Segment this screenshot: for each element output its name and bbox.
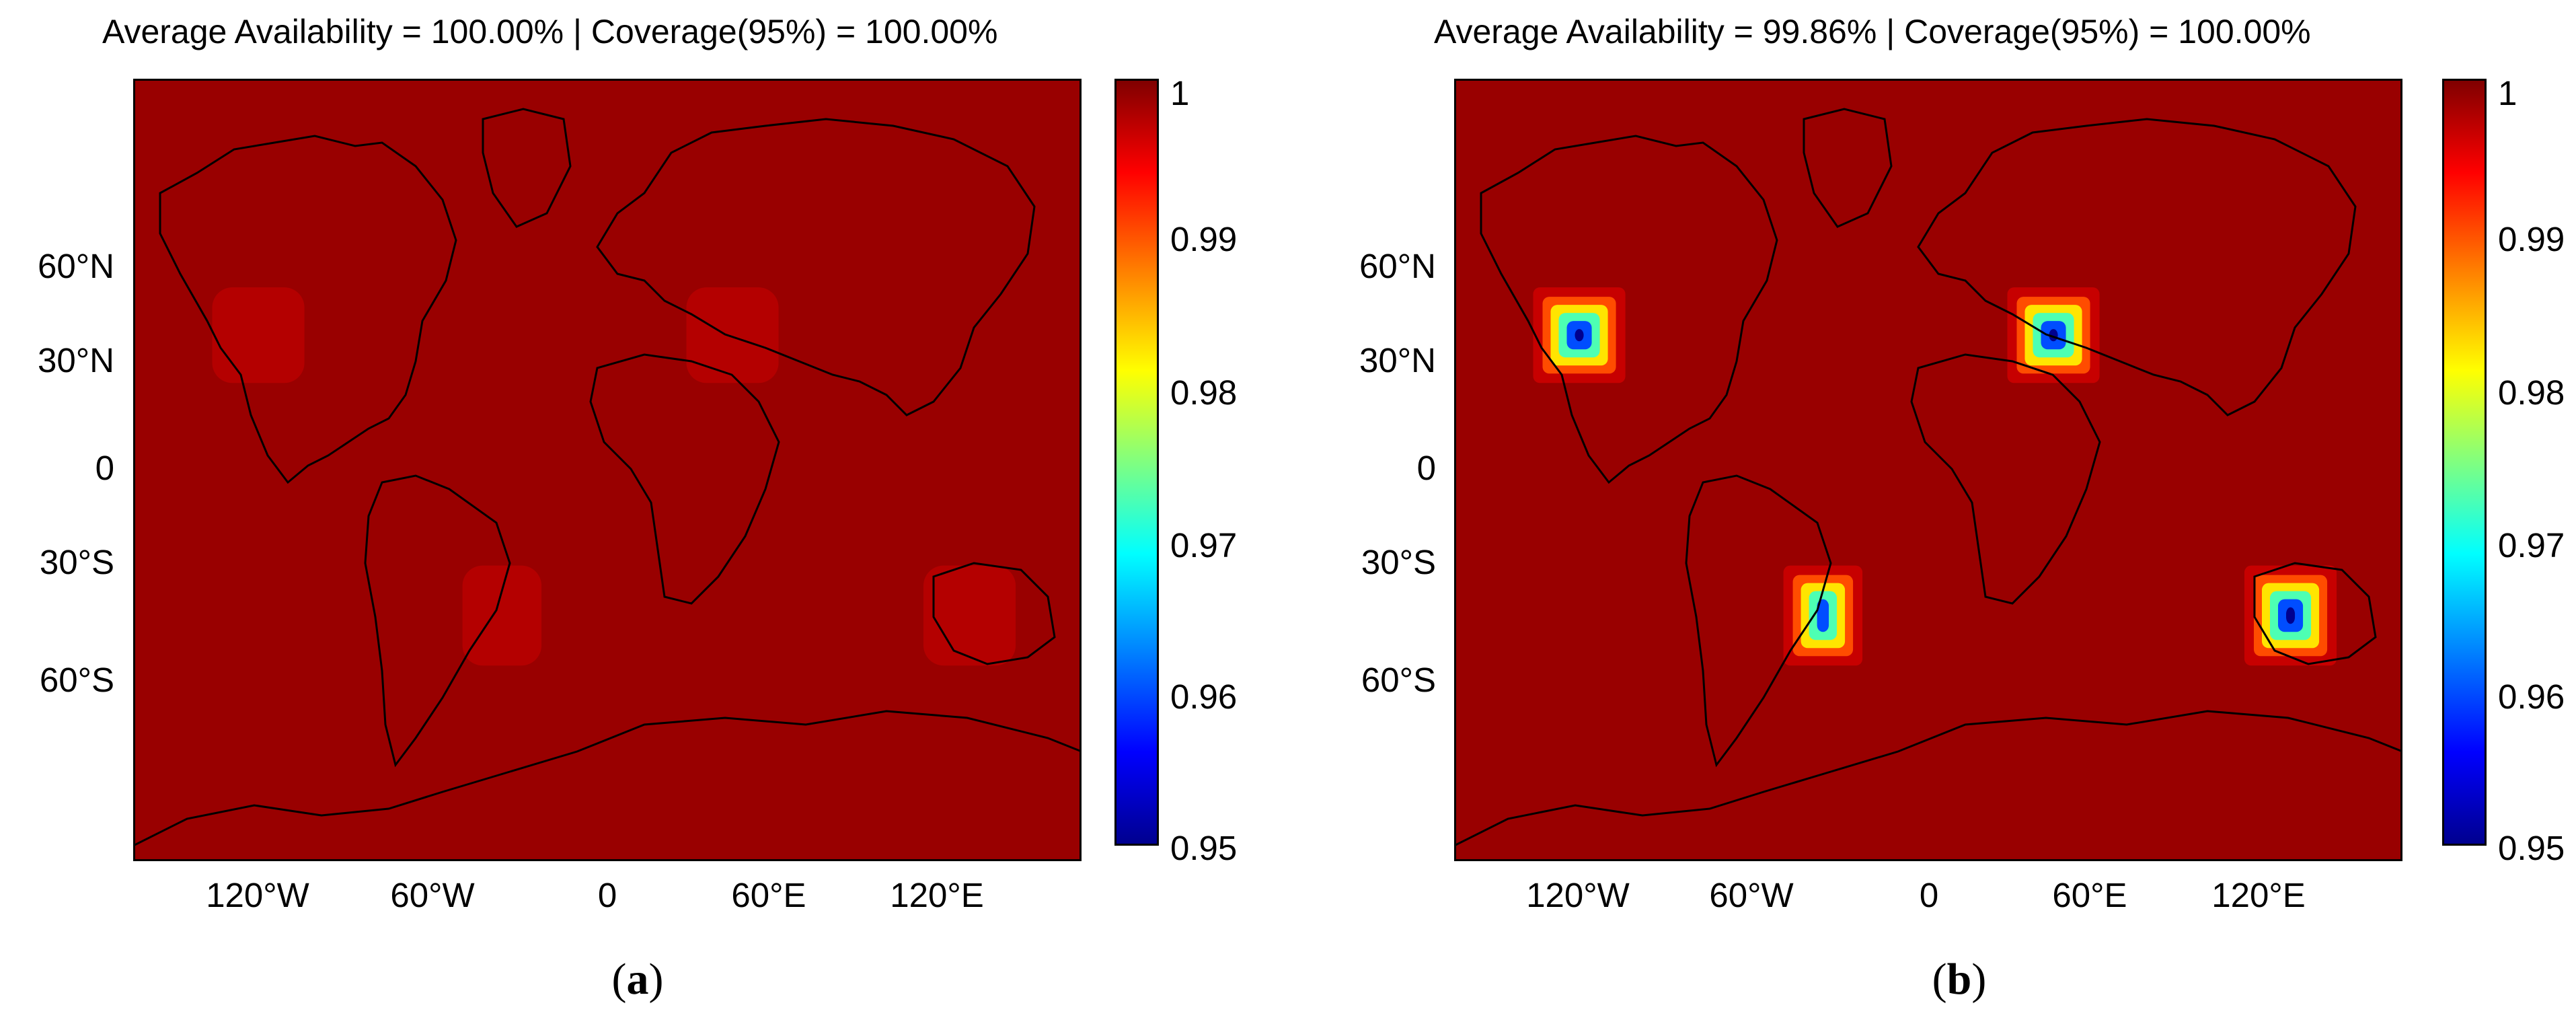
colorbar-tick: 0.97 <box>2498 526 2565 564</box>
map-border <box>1454 79 2402 861</box>
x-tick-label: 120°E <box>2211 876 2306 914</box>
colorbar <box>2442 79 2487 846</box>
x-tick-label: 60°W <box>390 876 475 914</box>
x-tick-label: 120°E <box>890 876 984 914</box>
panel-caption-letter: b <box>1946 955 1972 1004</box>
coast-north-america <box>1480 135 1778 484</box>
coast-antarctica <box>1454 710 2402 847</box>
colorbar <box>1114 79 1159 846</box>
coast-europe-asia <box>596 118 1036 416</box>
colorbar-tick: 0.99 <box>1170 220 1238 258</box>
colorbar-tick: 1 <box>2498 74 2517 112</box>
availability-region <box>1533 287 1626 383</box>
y-tick-label: 30°S <box>1361 543 1436 581</box>
y-tick-label: 30°N <box>38 341 114 379</box>
availability-region <box>686 287 779 383</box>
coast-australia <box>932 562 1056 665</box>
y-tick-label: 60°S <box>1361 661 1436 699</box>
region-contour <box>1575 329 1584 342</box>
map-svg <box>1454 79 2402 861</box>
coast-africa <box>1910 353 2101 605</box>
regions-layer <box>212 287 1016 666</box>
coast-greenland <box>1803 108 1893 228</box>
y-tick-label: 30°S <box>39 543 114 581</box>
coast-north-america <box>159 135 457 484</box>
x-tick-label: 60°E <box>731 876 806 914</box>
availability-map <box>1454 79 2402 861</box>
coast-africa <box>589 353 780 605</box>
colorbar-tick: 0.96 <box>1170 677 1238 716</box>
coast-antarctica <box>133 710 1082 847</box>
colorbar-gradient <box>2444 81 2485 844</box>
chart-title: Average Availability = 100.00% | Coverag… <box>102 13 998 50</box>
colorbar-tick: 0.95 <box>2498 829 2565 867</box>
x-tick-label: 120°W <box>1526 876 1630 914</box>
field-background <box>133 79 1082 861</box>
availability-region <box>1783 565 1863 666</box>
colorbar-tick: 1 <box>1170 74 1190 112</box>
x-tick-label: 0 <box>597 876 617 914</box>
region-contour <box>2286 607 2296 624</box>
colorbar-gradient <box>1116 81 1157 844</box>
colorbar-tick: 0.99 <box>2498 220 2565 258</box>
y-tick-label: 0 <box>95 449 114 487</box>
region-contour <box>1817 599 1829 632</box>
availability-map <box>133 79 1082 861</box>
availability-region <box>923 565 1016 666</box>
panel-caption-letter: a <box>626 955 649 1004</box>
x-tick-label: 0 <box>1919 876 1939 914</box>
panel-caption: (a) <box>611 955 664 1004</box>
x-tick-label: 60°E <box>2052 876 2127 914</box>
y-tick-label: 60°N <box>1359 247 1436 285</box>
availability-region <box>462 565 542 666</box>
coastlines <box>1454 108 2402 847</box>
coastlines <box>133 108 1082 847</box>
availability-region <box>2007 287 2100 383</box>
regions-layer <box>1533 287 2337 666</box>
map-svg <box>133 79 1082 861</box>
y-tick-label: 60°S <box>39 661 114 699</box>
y-tick-label: 60°N <box>38 247 114 285</box>
region-contour <box>462 565 542 666</box>
colorbar-tick: 0.98 <box>2498 373 2565 412</box>
coast-greenland <box>482 108 572 228</box>
coast-south-america <box>1685 474 1832 768</box>
region-contour <box>212 287 305 383</box>
colorbar-tick: 0.96 <box>2498 677 2565 716</box>
colorbar-tick: 0.95 <box>1170 829 1238 867</box>
chart-title: Average Availability = 99.86% | Coverage… <box>1434 13 2311 50</box>
y-tick-label: 30°N <box>1359 341 1436 379</box>
panel-a: Average Availability = 100.00% | Coverag… <box>38 13 1238 1004</box>
colorbar-tick: 0.98 <box>1170 373 1238 412</box>
region-contour <box>686 287 779 383</box>
panel-b: Average Availability = 99.86% | Coverage… <box>1288 0 2576 1026</box>
colorbar-tick: 0.97 <box>1170 526 1238 564</box>
y-tick-label: 0 <box>1416 449 1436 487</box>
x-tick-label: 120°W <box>206 876 309 914</box>
panel-caption: (b) <box>1932 955 1987 1004</box>
availability-region <box>2244 565 2337 666</box>
field-background <box>1454 79 2402 861</box>
x-tick-label: 60°W <box>1709 876 1794 914</box>
availability-region <box>212 287 305 383</box>
coast-south-america <box>364 474 511 768</box>
map-border <box>133 79 1082 861</box>
coast-australia <box>2253 562 2377 665</box>
region-contour <box>923 565 1016 666</box>
coast-europe-asia <box>1917 118 2357 416</box>
